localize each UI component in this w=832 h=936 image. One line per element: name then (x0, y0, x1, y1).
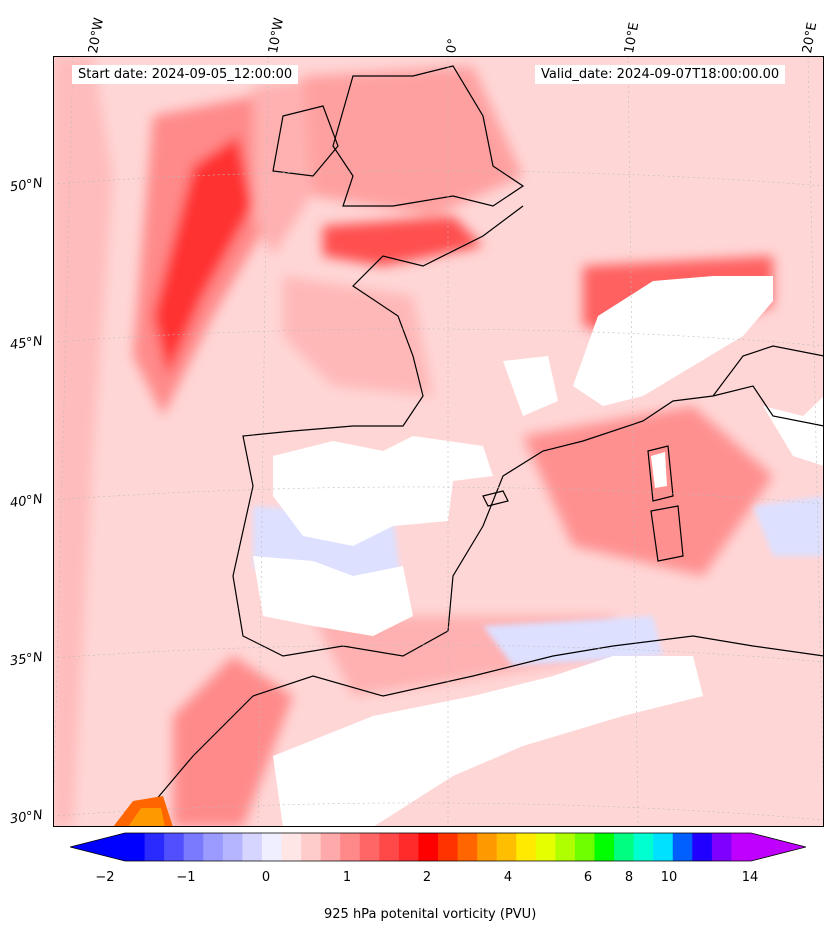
colorbar-tick-4: 2 (422, 870, 432, 885)
colorbar-segment (418, 833, 439, 861)
coast-balearics (482, 490, 509, 507)
lon-label-0: 0° (444, 37, 462, 55)
colorbar-segment (614, 833, 635, 861)
colorbar-segment (242, 833, 263, 861)
colorbar-segment (203, 833, 224, 861)
masked-atlas (273, 656, 703, 827)
colorbar-segment (301, 833, 322, 861)
atlantic-light-band (53, 56, 113, 827)
biscay-band (283, 276, 433, 396)
negative-patch-africa (483, 616, 663, 666)
coastlines (132, 65, 824, 827)
coast-sardinia (650, 505, 684, 562)
colorbar-segment (574, 833, 595, 861)
colorbar-tick-8: 10 (660, 870, 678, 885)
masked-alps (573, 276, 773, 406)
colorbar-segment (125, 833, 146, 861)
colorbar-segment (672, 833, 693, 861)
coast-corsica (647, 445, 674, 502)
colorbar-segment (261, 833, 282, 861)
start-date-label: Start date: 2024-09-05_12:00:00 (72, 65, 299, 84)
colorbar-segment (320, 833, 341, 861)
masked-corsica (651, 452, 667, 488)
colorbar-segment (477, 833, 498, 861)
masked-massif-central (503, 356, 558, 416)
colorbar-tick-1: −1 (176, 870, 196, 885)
colorbar-segment (144, 833, 165, 861)
colorbar-outline (70, 832, 806, 862)
colorbar-segment (438, 833, 459, 861)
colorbar-segment (653, 833, 674, 861)
negative-patch-east (753, 496, 824, 556)
coast-britain (332, 65, 525, 207)
med-band (523, 406, 773, 576)
colorbar-segment (633, 833, 654, 861)
lon-label-20w: 20°W (86, 16, 108, 55)
channel-band (323, 216, 483, 266)
hotspot-sw (113, 796, 173, 827)
colorbar-segment (711, 833, 732, 861)
north-sea-band (303, 66, 523, 216)
coast-france-iberia (232, 205, 824, 657)
colorbar-tick-3: 1 (342, 870, 352, 885)
colorbar-segment (183, 833, 204, 861)
lon-label-10e: 10°E (622, 21, 643, 55)
colorbar-extend-max (751, 833, 806, 861)
lat-label-45n: 45°N (9, 333, 44, 354)
colorbar-segment (379, 833, 400, 861)
colorbar-segment (359, 833, 380, 861)
atlantic-strong-band (153, 136, 253, 376)
valid-date-label: Valid_date: 2024-09-07T18:00:00.00 (535, 65, 786, 84)
colorbar-tick-0: −2 (95, 870, 115, 885)
masked-dinaric (763, 396, 824, 466)
colorbar-tick-5: 4 (503, 870, 513, 885)
colorbar (70, 832, 806, 862)
colorbar-segment (516, 833, 537, 861)
masked-iberia-south (253, 556, 413, 636)
colorbar-segment (281, 833, 302, 861)
sw-morocco-band (173, 656, 293, 827)
colorbar-tick-9: 14 (741, 870, 759, 885)
colorbar-segment (535, 833, 556, 861)
lon-label-10w: 10°W (266, 16, 288, 55)
colorbar-segment (340, 833, 361, 861)
colorbar-segment (594, 833, 615, 861)
colorbar-segment (457, 833, 478, 861)
lat-label-30n: 30°N (9, 807, 44, 828)
colorbar-extend-min (70, 833, 125, 861)
colorbar-segment (555, 833, 576, 861)
pv-map (53, 56, 824, 827)
lon-label-20e: 20°E (800, 21, 821, 55)
colorbar-tick-6: 6 (583, 870, 593, 885)
colorbar-segment (222, 833, 243, 861)
coast-ireland (272, 105, 339, 177)
colorbar-segment (398, 833, 419, 861)
lat-label-50n: 50°N (9, 175, 44, 196)
lat-label-40n: 40°N (9, 491, 44, 512)
graticule (53, 56, 824, 827)
coast-italy (712, 345, 824, 397)
colorbar-segment (692, 833, 713, 861)
colorbar-segment (496, 833, 517, 861)
masked-iberia-north (273, 436, 493, 546)
colorbar-segment (731, 833, 752, 861)
coast-africa (132, 635, 824, 827)
colorbar-tick-7: 8 (624, 870, 634, 885)
lat-label-35n: 35°N (9, 649, 44, 670)
colorbar-tick-2: 0 (261, 870, 271, 885)
colorbar-segment (164, 833, 185, 861)
colorbar-label: 925 hPa potenital vorticity (PVU) (324, 907, 537, 922)
